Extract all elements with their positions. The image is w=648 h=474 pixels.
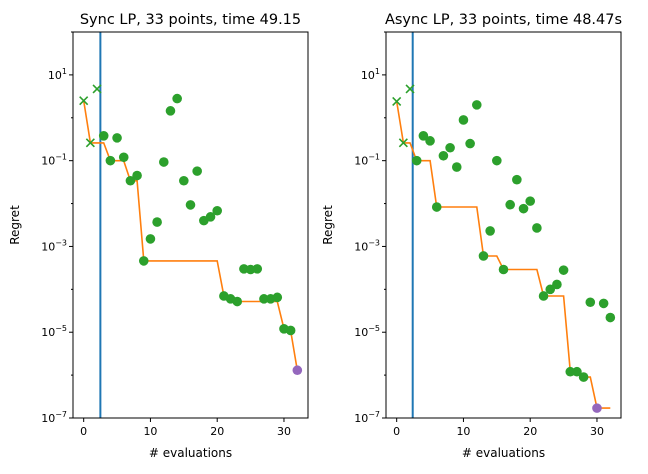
y-tick-label: 10−5 xyxy=(354,324,380,339)
data-point xyxy=(498,264,509,275)
data-point xyxy=(418,131,429,141)
chart-title: Sync LP, 33 points, time 49.15 xyxy=(80,12,301,28)
data-point xyxy=(585,297,596,308)
initial-point-marker xyxy=(405,84,415,94)
x-tick-label: 20 xyxy=(523,425,537,438)
axes-frame xyxy=(72,31,309,419)
data-point xyxy=(212,205,223,216)
data-point xyxy=(458,115,469,125)
initial-point-marker xyxy=(398,138,408,148)
y-tick-label: 101 xyxy=(361,67,380,82)
y-tick-label: 10−7 xyxy=(41,410,67,425)
data-point xyxy=(598,298,609,309)
initial-point-marker xyxy=(85,138,95,148)
data-point xyxy=(272,292,283,303)
data-point xyxy=(431,202,442,212)
initial-point-marker xyxy=(79,96,89,106)
y-axis-label: Regret xyxy=(8,205,22,245)
data-point xyxy=(411,155,422,166)
y-tick-label: 10−1 xyxy=(41,153,67,168)
data-point xyxy=(425,136,435,146)
best-point xyxy=(592,403,602,413)
best-point xyxy=(292,365,303,376)
data-point xyxy=(165,106,176,116)
y-axis-label: Regret xyxy=(321,205,335,245)
x-axis-label: # evaluations xyxy=(149,446,232,460)
best-so-far-line xyxy=(395,101,611,409)
x-tick-label: 0 xyxy=(393,425,400,438)
data-point xyxy=(285,325,296,336)
data-point xyxy=(105,155,116,166)
data-point xyxy=(485,226,495,236)
data-point xyxy=(578,372,589,382)
initial-point-marker xyxy=(392,96,402,107)
data-point xyxy=(192,166,202,176)
subplot-1: Sync LP, 33 points, time 49.15 0 10 20 30 101… xyxy=(8,12,309,460)
data-point xyxy=(179,175,189,186)
x-axis-label: # evaluations xyxy=(462,446,545,460)
data-point xyxy=(465,138,475,149)
data-point xyxy=(98,131,109,141)
data-point xyxy=(118,152,129,163)
y-tick-label: 10−3 xyxy=(41,238,67,253)
x-tick-label: 10 xyxy=(143,425,157,438)
y-tick-label: 10−5 xyxy=(41,324,67,339)
data-point xyxy=(518,203,529,214)
data-point xyxy=(532,223,542,233)
data-point xyxy=(172,93,182,104)
y-tick-label: 101 xyxy=(48,67,67,82)
data-point xyxy=(438,150,449,161)
data-point xyxy=(605,312,616,323)
subplot-2: Async LP, 33 points, time 48.47s 0 10 20 30 1… xyxy=(321,12,622,460)
data-point xyxy=(185,200,196,210)
data-point xyxy=(545,284,556,295)
data-point xyxy=(145,234,156,244)
data-point xyxy=(505,199,515,210)
data-point xyxy=(565,366,576,377)
data-point xyxy=(445,142,455,153)
data-point xyxy=(512,174,522,185)
data-point xyxy=(138,256,149,266)
data-point xyxy=(492,155,502,166)
chart-title: Async LP, 33 points, time 48.47s xyxy=(385,12,622,28)
x-tick-label: 20 xyxy=(210,425,224,438)
data-point xyxy=(538,291,549,301)
y-tick-label: 10−7 xyxy=(354,410,380,425)
data-point xyxy=(125,175,136,186)
data-point xyxy=(478,251,489,261)
data-point xyxy=(471,100,482,110)
initial-point-marker xyxy=(92,84,102,94)
x-tick-label: 0 xyxy=(80,425,87,438)
data-point xyxy=(252,264,263,274)
data-point xyxy=(232,296,243,307)
x-tick-label: 10 xyxy=(456,425,470,438)
x-tick-label: 30 xyxy=(590,425,604,438)
x-tick-label: 30 xyxy=(277,425,291,438)
y-tick-label: 10−1 xyxy=(354,153,380,168)
data-point xyxy=(451,162,462,172)
data-point xyxy=(558,265,569,275)
data-point xyxy=(205,212,216,222)
data-point xyxy=(552,279,562,290)
axes-frame xyxy=(385,31,622,419)
data-point xyxy=(132,170,142,181)
data-point xyxy=(572,366,582,377)
y-tick-label: 10−3 xyxy=(354,238,380,253)
data-point xyxy=(152,217,162,227)
data-point xyxy=(259,294,269,304)
data-point xyxy=(112,133,122,143)
data-point xyxy=(525,196,536,206)
data-point xyxy=(158,157,169,167)
